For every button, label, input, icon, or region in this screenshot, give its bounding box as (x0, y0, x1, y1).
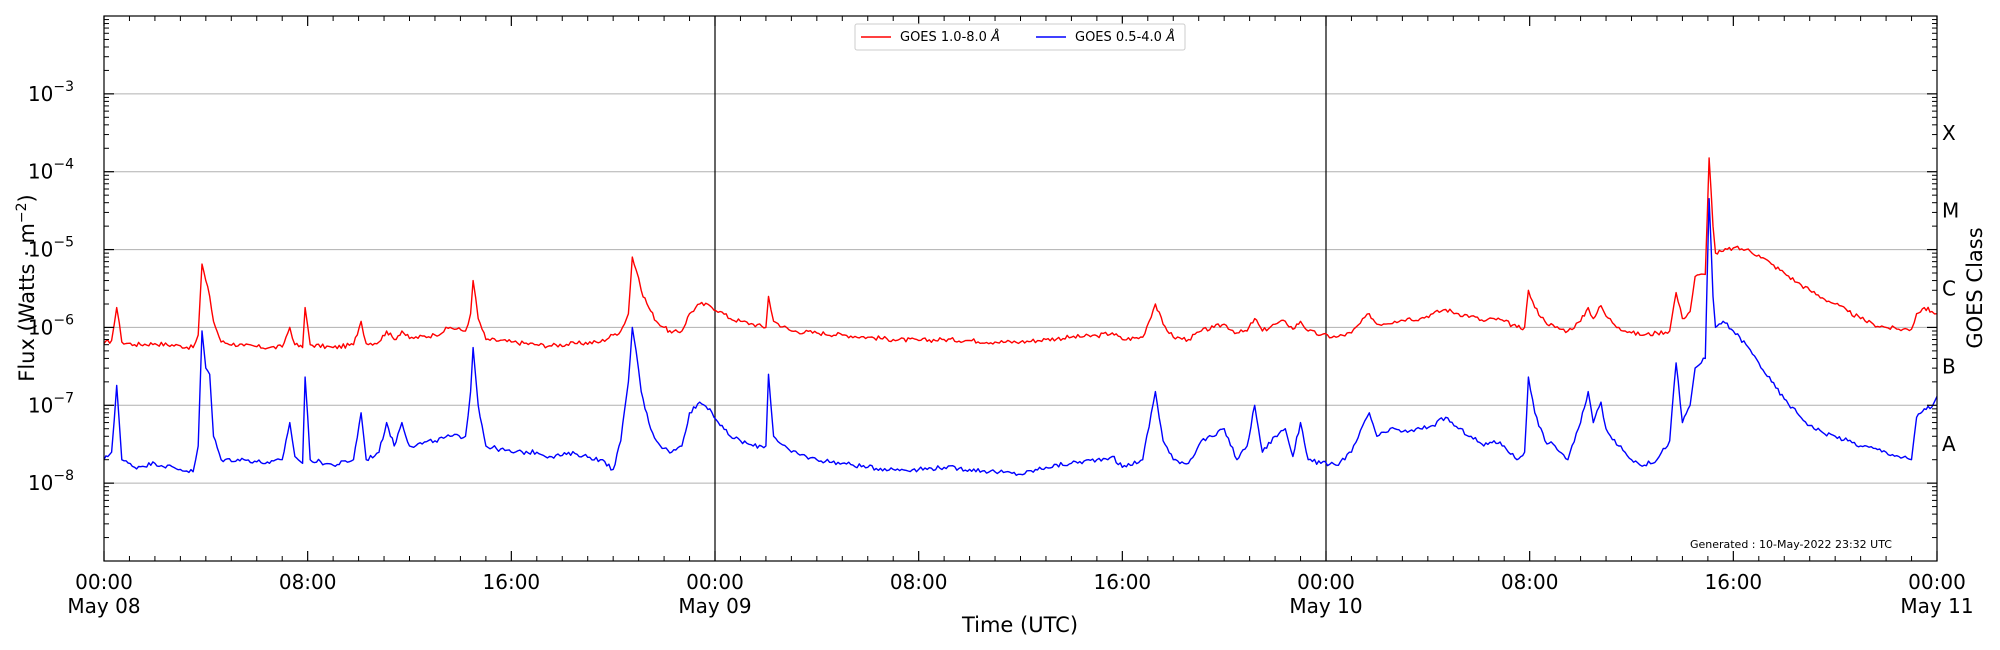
x-tick-date-label: May 09 (678, 594, 751, 618)
y-tick-label: 10−5 (28, 235, 74, 262)
goes-class-label: C (1942, 277, 1956, 301)
x-axis-title: Time (UTC) (961, 613, 1078, 637)
y-tick-exponent: −3 (53, 79, 74, 95)
y-tick-base: 10 (28, 393, 53, 417)
legend: GOES 1.0-8.0 Å GOES 0.5-4.0 Å (854, 23, 1186, 51)
legend-box (854, 23, 1186, 51)
series-line-1-8A (104, 157, 1937, 350)
goes-class-label: B (1942, 354, 1956, 378)
y-tick-exponent: −7 (53, 390, 74, 406)
y-tick-base: 10 (28, 238, 53, 262)
goes-class-label: M (1942, 199, 1959, 223)
y-tick-exponent: −6 (53, 312, 74, 328)
x-tick-time-label: 00:00 (1908, 570, 1966, 594)
goes-class-label: X (1942, 121, 1956, 145)
x-tick-date-label: May 08 (67, 594, 140, 618)
y-tick-label: 10−6 (28, 312, 74, 339)
y-tick-base: 10 (28, 82, 53, 106)
y-tick-label: 10−4 (28, 157, 74, 184)
right-axis-title: GOES Class (1963, 227, 1987, 348)
generated-annotation: Generated : 10-May-2022 23:32 UTC (1690, 538, 1892, 551)
axis-ticks (103, 16, 1938, 561)
x-tick-time-label: 16:00 (1705, 570, 1763, 594)
y-tick-label: 10−3 (28, 79, 74, 106)
y-tick-exponent: −8 (53, 468, 74, 484)
x-tick-date-label: May 10 (1289, 594, 1362, 618)
legend-label-short: GOES 0.5-4.0 Å (1075, 29, 1175, 45)
x-tick-time-label: 08:00 (890, 570, 948, 594)
legend-label-short-unit: Å (1165, 29, 1175, 45)
legend-label-long: GOES 1.0-8.0 Å (900, 29, 1000, 45)
x-tick-time-label: 08:00 (1501, 570, 1559, 594)
x-tick-time-label: 16:00 (483, 570, 541, 594)
y-tick-exponent: −4 (53, 157, 74, 173)
y-axis-title-exponent: −2 (14, 202, 30, 223)
day-boundary-lines (714, 16, 1327, 561)
legend-label-short-text: GOES 0.5-4.0 (1075, 30, 1166, 45)
grid-lines (104, 93, 1937, 484)
x-tick-time-label: 00:00 (1297, 570, 1355, 594)
y-axis-title-main: Flux (Watts · m (15, 223, 39, 382)
legend-label-long-unit: Å (990, 29, 1000, 45)
series-lines (104, 157, 1937, 476)
y-tick-base: 10 (28, 160, 53, 184)
y-tick-base: 10 (28, 315, 53, 339)
series-line-0.5-4A (104, 198, 1937, 476)
y-tick-label: 10−7 (28, 390, 74, 417)
y-axis-title-close: ) (15, 194, 39, 202)
y-tick-label: 10−8 (28, 468, 74, 495)
y-tick-base: 10 (28, 471, 53, 495)
x-tick-time-label: 08:00 (279, 570, 337, 594)
x-tick-time-label: 16:00 (1094, 570, 1152, 594)
legend-label-long-text: GOES 1.0-8.0 (900, 30, 991, 45)
goes-class-label: A (1942, 432, 1956, 456)
y-tick-exponent: −5 (53, 235, 74, 251)
x-tick-date-label: May 11 (1900, 594, 1973, 618)
x-tick-time-label: 00:00 (686, 570, 744, 594)
x-tick-time-label: 00:00 (75, 570, 133, 594)
y-axis-title: Flux (Watts · m−2) (14, 194, 39, 382)
